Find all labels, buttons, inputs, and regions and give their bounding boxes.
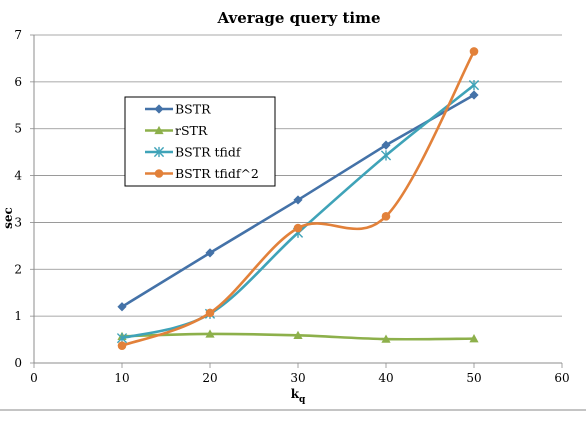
data-point-diamond [293, 195, 303, 205]
data-point-circle [205, 308, 215, 318]
legend-item: BSTR [145, 102, 211, 117]
grid-lines [34, 34, 562, 317]
y-tick-label: 3 [14, 215, 22, 229]
data-point-circle [469, 47, 479, 56]
legend-item: BSTR tfidf^2 [145, 166, 259, 181]
data-point-triangle [381, 334, 391, 343]
x-tick-label: 20 [202, 371, 217, 385]
x-tick-label: 50 [466, 371, 481, 385]
data-point-circle [117, 341, 127, 350]
data-point-circle [293, 223, 303, 233]
data-point-circle [381, 212, 391, 221]
legend-marker [154, 125, 164, 135]
x-tick-label: 0 [30, 371, 38, 385]
series-bstr-tfidf-2 [117, 47, 479, 350]
y-axis-label: sec [1, 207, 15, 229]
data-point-triangle [469, 334, 479, 343]
y-tick-label: 1 [14, 309, 22, 323]
x-axis-label-main: k [291, 387, 300, 401]
x-axis-label: kq [291, 387, 306, 405]
series-layer [116, 47, 480, 350]
series-line [120, 50, 476, 347]
legend-marker [153, 146, 165, 158]
legend-item: BSTR tfidf [145, 145, 242, 160]
legend-marker [154, 169, 164, 178]
x-tick-label: 60 [554, 371, 569, 385]
legend-item: rSTR [145, 123, 208, 138]
data-point-triangle [205, 329, 215, 338]
legend-label: rSTR [175, 123, 208, 138]
data-point-diamond [117, 302, 127, 312]
legend-label: BSTR tfidf [175, 145, 242, 160]
legend-label: BSTR tfidf^2 [175, 166, 259, 181]
series-bstr [117, 90, 479, 312]
y-tick-label: 6 [14, 75, 22, 89]
data-point-triangle [293, 330, 303, 340]
legend-marker [154, 104, 164, 114]
y-tick-label: 4 [14, 169, 22, 183]
y-tick-label: 2 [14, 262, 22, 276]
y-tick-label: 5 [14, 122, 22, 136]
data-point-diamond [381, 140, 391, 150]
x-tick-label: 40 [378, 371, 393, 385]
axes [30, 34, 563, 368]
data-point-star [468, 80, 480, 91]
x-tick-label: 30 [290, 371, 305, 385]
chart-title: Average query time [217, 9, 381, 27]
legend-label: BSTR [175, 102, 211, 117]
y-tick-label: 7 [14, 28, 22, 42]
tick-labels: 0 1 2 3 4 5 6 7 0 10 20 30 40 50 60 [14, 28, 569, 385]
legend: BSTR rSTR BSTR tfidf BSTR tfidf^2 [124, 96, 276, 187]
data-point-diamond [469, 90, 479, 100]
data-point-star [380, 150, 392, 161]
x-axis-label-subscript: q [299, 395, 306, 405]
y-tick-label: 0 [14, 356, 22, 370]
data-point-diamond [205, 248, 215, 258]
legend-box [124, 96, 276, 187]
x-tick-label: 10 [114, 371, 129, 385]
